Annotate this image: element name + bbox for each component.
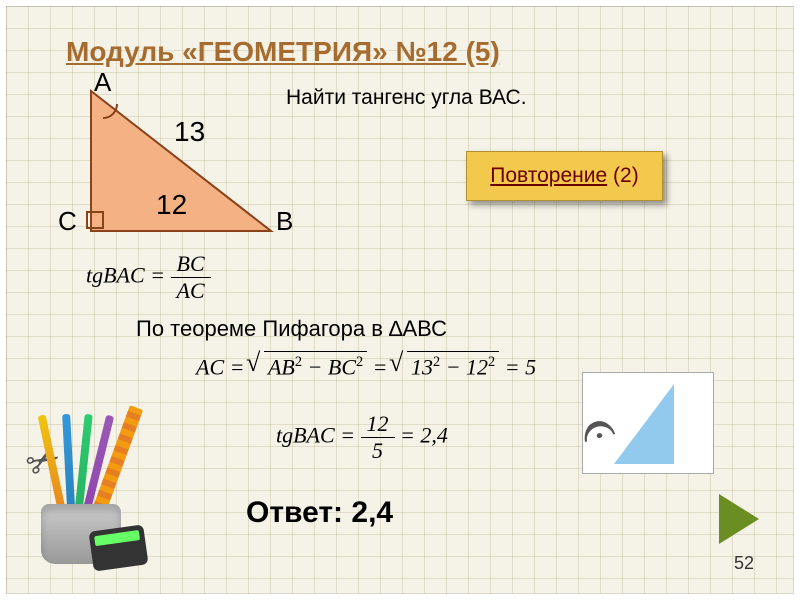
slide-title: Модуль «ГЕОМЕТРИЯ» №12 (5): [66, 36, 500, 68]
f3-num: 12: [361, 411, 395, 438]
f2-ab: AB: [268, 354, 295, 379]
set-square-icon: [614, 384, 674, 464]
f3-eq1: =: [340, 423, 355, 448]
right-angle-mark: [86, 211, 104, 229]
task-text: Найти тангенс угла ВАС.: [286, 86, 527, 110]
pythagoras-text: По теореме Пифагора в ∆АВС: [136, 316, 447, 342]
f3-fraction: 12 5: [361, 411, 395, 464]
side-base: 12: [156, 189, 187, 221]
sqrt2: 132 − 122: [393, 351, 499, 380]
f1-lhs: tgBAC: [86, 263, 145, 288]
tools-decoration: ✂: [21, 394, 151, 564]
formula-pythagoras: AC = AB2 − BC2 = 132 − 122 = 5: [196, 351, 536, 380]
repeat-count: (2): [613, 164, 639, 187]
calculator-icon: [88, 524, 148, 571]
f2-13: 13: [411, 354, 433, 379]
next-button[interactable]: [719, 494, 759, 544]
f3-lhs: tgBAC: [276, 423, 335, 448]
formula-tangent-def: tgBAC = BC AC: [86, 251, 211, 304]
f3-eq2: =: [400, 423, 415, 448]
f1-den: AC: [171, 278, 211, 304]
f2-bc: BC: [328, 354, 356, 379]
slide: Модуль «ГЕОМЕТРИЯ» №12 (5) Найти тангенс…: [0, 0, 800, 600]
f2-eq1: =: [230, 354, 245, 379]
f1-num: BC: [171, 251, 211, 278]
vertex-a: А: [94, 67, 111, 98]
sqrt1: AB2 − BC2: [250, 351, 367, 380]
repeat-button[interactable]: Повторение (2): [466, 151, 663, 201]
f1-fraction: BC AC: [171, 251, 211, 304]
f2-eq3: =: [505, 354, 520, 379]
vertex-c: С: [58, 206, 77, 237]
f3-res: 2,4: [420, 423, 448, 448]
page-number: 52: [734, 553, 754, 574]
f2-eq2: =: [373, 354, 388, 379]
f2-lhs: AC: [196, 354, 224, 379]
answer-text: Ответ: 2,4: [246, 496, 393, 530]
side-hyp: 13: [174, 116, 205, 148]
repeat-label: Повторение: [490, 164, 607, 187]
formula-result: tgBAC = 12 5 = 2,4: [276, 411, 448, 464]
f2-12: 12: [466, 354, 488, 379]
f1-eq: =: [150, 263, 165, 288]
drafting-decoration: 𝄐: [574, 354, 714, 474]
triangle-figure: А В С 13 12: [56, 71, 276, 231]
vertex-b: В: [276, 206, 293, 237]
f2-result: 5: [525, 354, 536, 379]
f3-den: 5: [361, 438, 395, 464]
